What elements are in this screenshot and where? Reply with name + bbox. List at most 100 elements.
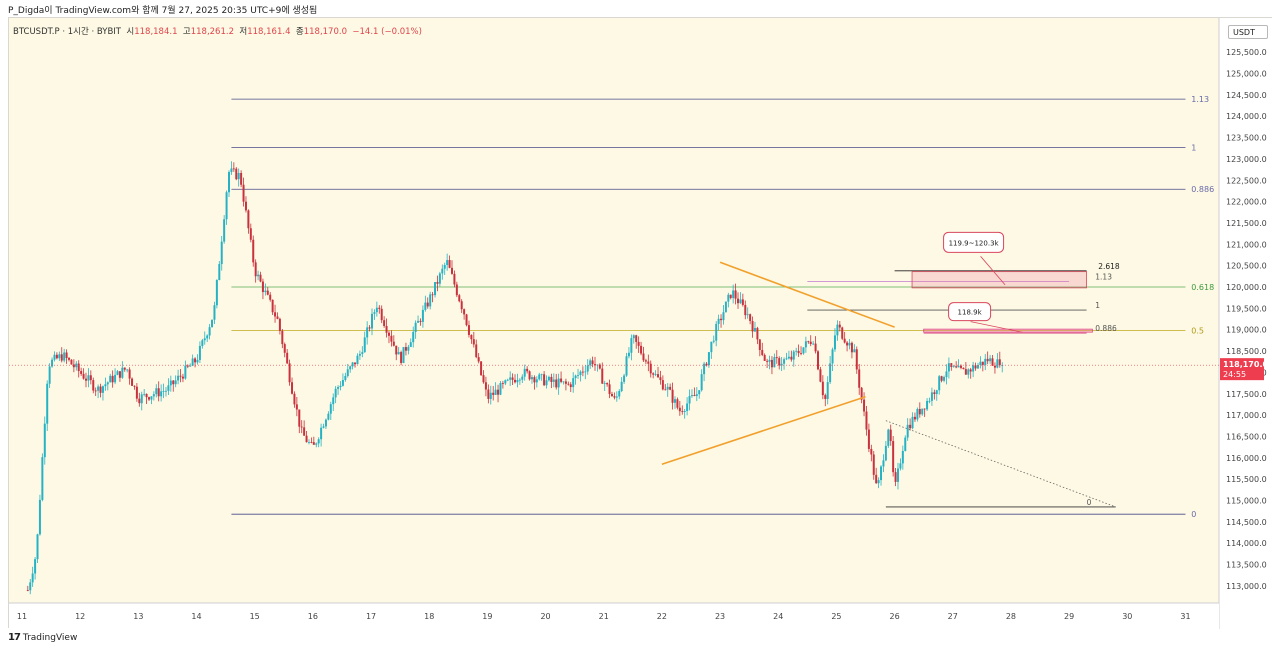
candle-body: [201, 340, 204, 346]
candle-body: [661, 380, 664, 390]
candle-body: [390, 335, 393, 342]
candle-body: [324, 419, 327, 427]
candle-body: [269, 294, 272, 300]
candle-body: [943, 377, 946, 381]
candle-body: [717, 318, 720, 324]
candle-body: [97, 386, 100, 391]
candle-body: [681, 411, 684, 412]
candle-body: [737, 298, 740, 304]
x-tick-label: 16: [308, 612, 318, 621]
candle-body: [572, 378, 575, 388]
candle-body: [809, 341, 812, 345]
candle-body: [637, 341, 640, 346]
low-label: 저: [239, 27, 248, 37]
candle-body: [540, 374, 543, 376]
candle-body: [960, 365, 963, 368]
candle-body: [26, 590, 29, 591]
candle-body: [768, 359, 771, 362]
candle-body: [138, 398, 141, 404]
x-tick-label: 11: [17, 612, 27, 621]
price-chart[interactable]: 125,500.0 125,000.0 124,500.0 124,000.0 123,…: [9, 18, 1273, 629]
candle-body: [77, 363, 80, 372]
candle-body: [940, 376, 943, 381]
fib-level-label: 1: [1191, 143, 1196, 152]
y-tick-label: 125,000.0: [1226, 70, 1267, 79]
candle-body: [227, 171, 230, 193]
candle-body: [291, 382, 294, 394]
x-tick-label: 27: [948, 612, 958, 621]
candle-body: [346, 369, 349, 377]
y-tick-label: 113,500.0: [1226, 561, 1267, 570]
candle-body: [690, 395, 693, 397]
candle-body: [976, 365, 979, 369]
currency-button[interactable]: USDT: [1228, 25, 1268, 39]
candle-body: [579, 371, 582, 376]
candle-body: [589, 360, 592, 366]
candle-body: [678, 407, 681, 412]
candle-body: [964, 369, 967, 375]
candle-body: [669, 386, 672, 390]
candle-body: [140, 394, 143, 404]
candle-body: [407, 346, 410, 351]
candle-body: [492, 392, 495, 395]
candle-body: [121, 367, 124, 378]
candle-body: [741, 299, 744, 305]
candle-body: [838, 324, 841, 328]
chart-panel[interactable]: 125,500.0 125,000.0 124,500.0 124,000.0 123,…: [8, 17, 1273, 629]
candle-body: [894, 472, 897, 482]
low-value: 118,161.4: [247, 27, 291, 37]
candle-body: [169, 380, 172, 386]
candle-body: [179, 375, 182, 377]
y-tick-label: 114,500.0: [1226, 518, 1267, 527]
candle-body: [467, 325, 470, 335]
candle-body: [242, 184, 245, 202]
candle-body: [366, 327, 369, 338]
candle-body: [261, 281, 264, 293]
candle-body: [673, 399, 676, 403]
candle-body: [383, 320, 386, 326]
y-tick-label: 118,500.0: [1226, 347, 1267, 356]
candle-body: [218, 264, 221, 281]
candle-body: [804, 341, 807, 348]
candle-body: [240, 172, 243, 185]
candle-body: [972, 365, 975, 372]
candle-body: [911, 416, 914, 429]
candle-body: [51, 359, 54, 367]
candle-body: [368, 327, 371, 329]
candle-body: [312, 442, 315, 445]
candle-body: [630, 338, 633, 353]
candle-body: [441, 268, 444, 274]
candle-body: [104, 384, 107, 387]
x-tick-label: 21: [599, 612, 609, 621]
candle-body: [354, 362, 357, 365]
close-label: 종: [295, 27, 304, 37]
candle-body: [778, 358, 781, 366]
candle-body: [814, 343, 817, 352]
candle-body: [938, 376, 941, 391]
candle-body: [36, 534, 39, 560]
candle-body: [414, 322, 417, 332]
candle-body: [274, 312, 277, 317]
candle-body: [756, 328, 759, 340]
candle-body: [252, 239, 255, 263]
callout-box: [948, 302, 992, 322]
candle-body: [945, 371, 948, 378]
candle-body: [569, 384, 572, 388]
candle-body: [749, 314, 752, 322]
candle-body: [802, 347, 805, 354]
candle-body: [955, 366, 958, 368]
y-tick-label: 124,500.0: [1226, 91, 1267, 100]
candle-body: [659, 377, 662, 381]
y-tick-label: 125,500.0: [1226, 48, 1267, 57]
candle-body: [807, 341, 810, 343]
candle-body: [375, 307, 378, 313]
candle-body: [489, 392, 492, 399]
candle-body: [858, 369, 861, 388]
candle-body: [404, 347, 407, 351]
candle-body: [332, 397, 335, 405]
candle-body: [206, 335, 209, 339]
candle-body: [472, 339, 475, 345]
candle-body: [632, 335, 635, 339]
candle-body: [172, 380, 175, 385]
candle-body: [339, 385, 342, 388]
